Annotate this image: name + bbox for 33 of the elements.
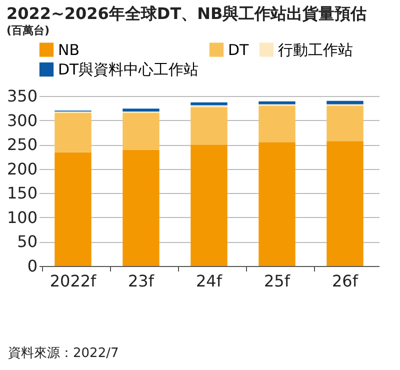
- y-tick-label: 200: [6, 159, 38, 178]
- y-tick-label: 300: [6, 110, 38, 130]
- x-tick-label: 2022f: [50, 272, 97, 290]
- bar: [122, 113, 160, 150]
- source-note: 資料來源：2022/7: [8, 345, 119, 362]
- legend-label: DT與資料中心工作站: [58, 60, 199, 78]
- bar: [326, 106, 364, 142]
- legend-label: NB: [58, 40, 80, 59]
- bar: [258, 101, 296, 104]
- y-tick-label: 50: [17, 232, 38, 252]
- legend-label: DT: [228, 40, 250, 59]
- chart-subtitle: (百萬台): [6, 24, 50, 37]
- chart-title: 2022~2026年全球DT、NB與工作站出貨量預估: [6, 4, 367, 23]
- bar: [258, 106, 296, 142]
- bar: [190, 107, 228, 145]
- bar: [190, 144, 228, 266]
- y-tick-label: 150: [6, 184, 38, 203]
- y-tick-label: 250: [6, 135, 38, 154]
- bar: [122, 108, 160, 112]
- x-tick-label: 26f: [332, 272, 358, 290]
- bar: [54, 152, 92, 266]
- y-tick-label: 0: [27, 256, 38, 276]
- bar: [122, 150, 160, 266]
- x-tick-label: 23f: [128, 272, 154, 290]
- y-tick-label: 350: [6, 86, 38, 106]
- y-tick-label: 100: [6, 208, 38, 227]
- bar: [326, 100, 364, 104]
- bar: [54, 113, 92, 152]
- x-tick-label: 25f: [264, 272, 290, 290]
- x-tick-label: 24f: [196, 272, 222, 290]
- bar: [326, 141, 364, 266]
- bar: [258, 142, 296, 266]
- legend-label: 行動工作站: [278, 40, 353, 59]
